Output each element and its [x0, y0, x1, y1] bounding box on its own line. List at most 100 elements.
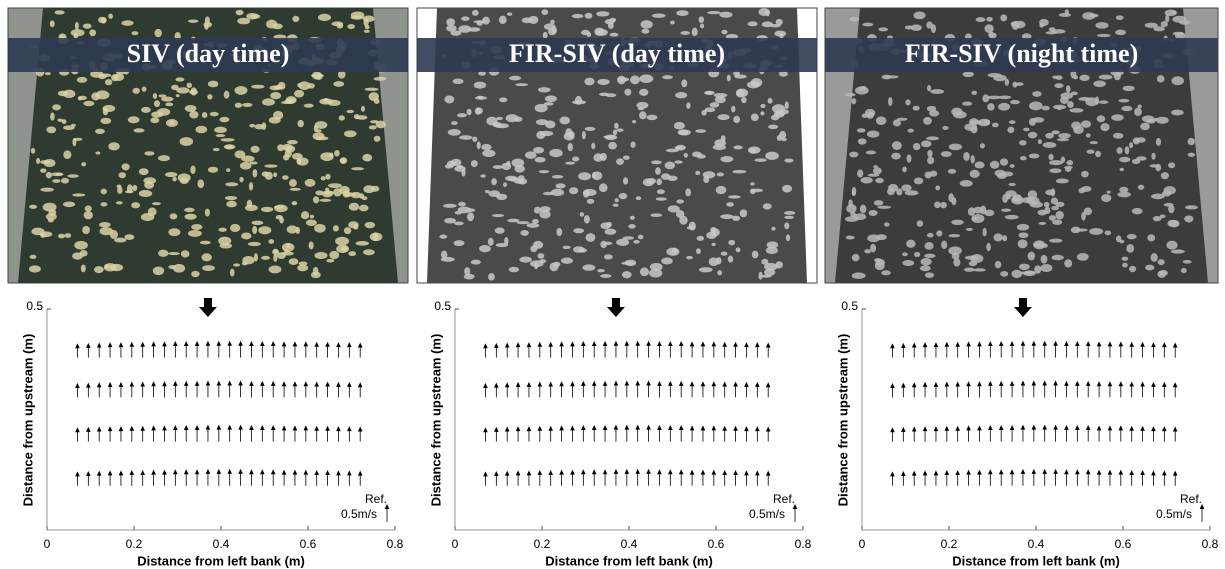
arrow-head — [314, 469, 320, 475]
tracer — [286, 139, 298, 145]
tracer — [91, 92, 101, 101]
tracer — [622, 155, 630, 160]
velocity-vector — [668, 380, 673, 398]
tracer — [784, 222, 790, 230]
tracer — [650, 213, 663, 218]
velocity-vector — [515, 342, 521, 358]
tracer — [717, 270, 723, 276]
arrow-head — [281, 341, 287, 347]
tracer — [538, 170, 550, 174]
tracer — [282, 143, 293, 152]
tracer — [45, 171, 53, 179]
velocity-vector — [955, 469, 960, 486]
tracer — [44, 72, 51, 76]
tracer — [656, 178, 663, 186]
tracer — [74, 21, 79, 30]
tracer — [184, 105, 197, 112]
tracer — [1111, 114, 1124, 121]
tracer — [264, 164, 278, 168]
arrow-head — [494, 342, 499, 348]
tracer — [40, 187, 55, 192]
tracer — [1060, 156, 1066, 163]
tracer — [1032, 91, 1042, 97]
tracer — [861, 113, 868, 118]
arrow-head — [238, 468, 243, 474]
tracer — [605, 221, 612, 228]
velocity-vector — [270, 425, 276, 442]
tracer — [550, 188, 565, 197]
arrow-head — [151, 341, 156, 347]
arrow-head — [260, 469, 265, 475]
arrow-head — [86, 426, 91, 432]
tracer — [1078, 97, 1092, 101]
tracer — [209, 111, 219, 117]
tracer — [533, 206, 541, 214]
tracer — [1037, 209, 1047, 216]
velocity-vector — [1096, 341, 1102, 358]
velocity-vector — [933, 470, 939, 486]
tracer — [115, 201, 123, 205]
velocity-vector — [755, 381, 760, 398]
tracer — [103, 263, 117, 272]
velocity-vector — [325, 381, 330, 398]
tracer — [121, 163, 130, 171]
tracer — [1000, 14, 1008, 22]
tracer — [1095, 150, 1101, 158]
tracer — [637, 107, 645, 111]
tracer — [158, 155, 171, 162]
tracer — [1066, 160, 1074, 166]
velocity-vector — [1042, 340, 1047, 358]
tracer — [260, 255, 271, 260]
tracer — [201, 253, 212, 262]
tracer — [461, 168, 466, 177]
tracer — [667, 175, 678, 182]
tracer — [591, 142, 596, 150]
tracer — [242, 102, 253, 107]
tracer — [942, 125, 949, 130]
velocity-vector — [755, 342, 760, 358]
arrow-head — [162, 381, 167, 387]
x-tick-label: 0 — [452, 537, 459, 551]
tracer — [224, 195, 238, 201]
tracer — [84, 205, 92, 212]
tracer — [1049, 160, 1063, 166]
flow-direction — [606, 298, 625, 317]
arrow-head — [689, 425, 695, 431]
velocity-vector — [733, 425, 738, 442]
velocity-vector — [357, 382, 363, 398]
x-axis-label: Distance from left bank (m) — [137, 553, 305, 568]
tracer — [691, 27, 698, 37]
arrow-head — [1140, 425, 1145, 431]
tracer — [542, 31, 548, 39]
tracer — [172, 176, 177, 182]
velocity-vector — [1096, 469, 1102, 486]
velocity-vector — [1172, 470, 1178, 486]
velocity-vector — [711, 381, 717, 398]
arrow-head — [303, 381, 309, 387]
tracer — [1172, 31, 1185, 36]
tracer — [456, 164, 464, 169]
velocity-vector — [722, 381, 727, 398]
tracer — [1112, 132, 1124, 139]
tracer — [270, 91, 282, 100]
tracer — [82, 225, 90, 235]
tracer — [549, 148, 563, 158]
tracer — [597, 78, 610, 85]
arrow-head — [140, 425, 145, 431]
panel-title: FIR-SIV (night time) — [905, 39, 1139, 68]
tracer — [350, 15, 364, 20]
tracer — [711, 242, 716, 247]
velocity-vector — [635, 468, 640, 486]
tracer — [1131, 207, 1143, 215]
tracer — [674, 160, 683, 164]
tracer — [649, 268, 663, 278]
arrow-head — [483, 471, 488, 477]
tracer — [779, 109, 789, 115]
velocity-vector — [977, 425, 982, 442]
tracer — [360, 105, 365, 112]
tracer — [550, 19, 555, 25]
tracer — [1027, 131, 1038, 139]
tracer — [567, 143, 574, 152]
tracer — [440, 256, 455, 262]
